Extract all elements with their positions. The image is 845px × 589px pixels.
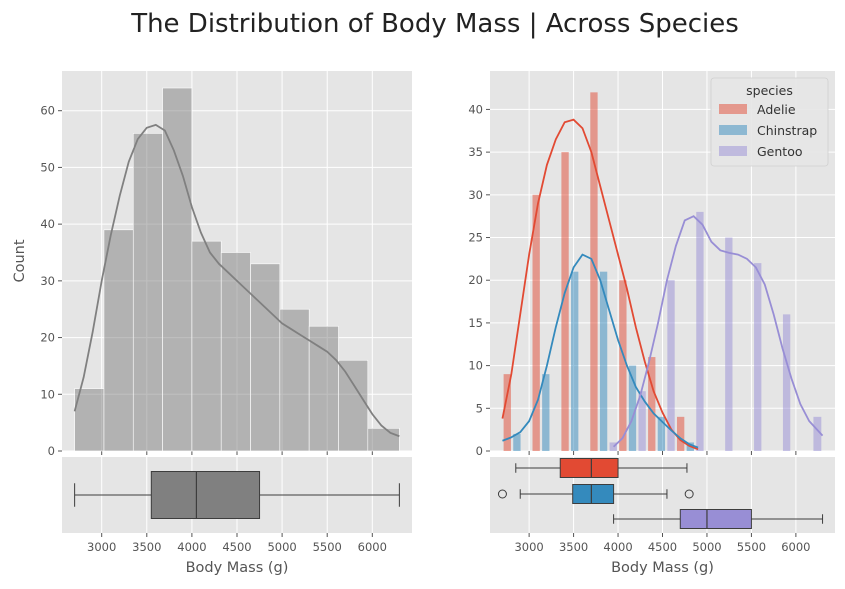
histogram-panel-overall: 0 10 20 30 40 50 60 Count (12, 71, 412, 458)
x-tick-label: 4500 (222, 540, 251, 554)
x-tick-label: 6000 (358, 540, 387, 554)
histogram-bar-adelie (590, 92, 598, 451)
y-tick-label: 50 (40, 160, 55, 174)
histogram-bar (367, 428, 400, 452)
outlier-point (684, 489, 694, 499)
x-axis-label: Body Mass (g) (611, 560, 714, 576)
y-tick-label: 20 (468, 273, 483, 287)
kde-curve-gentoo (612, 215, 824, 448)
x-tick-label: 3000 (87, 540, 116, 554)
legend-label-adelie: Adelie (757, 102, 796, 117)
x-tick-label: 5500 (313, 540, 342, 554)
y-tick-label: 40 (468, 102, 483, 116)
y-tick-label: 15 (468, 316, 483, 330)
histogram-bar-adelie (532, 194, 540, 451)
histogram-bar-gentoo (813, 416, 822, 451)
x-tick-label: 4000 (177, 540, 206, 554)
histogram-bar-adelie (503, 374, 511, 451)
y-tick-label: 35 (468, 145, 483, 159)
histogram-bar-gentoo (638, 391, 646, 451)
legend: species Adelie Chinstrap Gentoo (710, 77, 829, 167)
box-iqr (559, 458, 619, 478)
x-tick-label: 4000 (603, 540, 632, 554)
histogram-bar-gentoo (725, 237, 733, 451)
boxplot-panel-species: 3000 3500 4000 4500 5000 5500 6000 Body Mass (g… (490, 457, 835, 576)
figure-title: The Distribution of Body Mass | Across S… (130, 9, 739, 39)
y-tick-label: 25 (468, 231, 483, 245)
legend-label-chinstrap: Chinstrap (757, 123, 817, 138)
y-tick-label: 30 (40, 274, 55, 288)
y-axis-label: Count (12, 239, 28, 282)
y-tick-label: 20 (40, 331, 55, 345)
histogram-bar-adelie (619, 280, 627, 451)
histogram-bar-chinstrap (628, 365, 637, 451)
histogram-bar (103, 229, 134, 452)
x-tick-label: 3500 (559, 540, 588, 554)
outlier-point (497, 489, 507, 499)
x-tick-label: 6000 (781, 540, 810, 554)
y-tick-label: 30 (468, 188, 483, 202)
x-tick-label: 5000 (692, 540, 721, 554)
boxplot-gentoo (613, 509, 824, 529)
legend-label-gentoo: Gentoo (757, 144, 803, 159)
x-tick-label: 3500 (132, 540, 161, 554)
box-iqr (150, 471, 261, 519)
y-tick-label: 10 (40, 387, 55, 401)
histogram-bar-adelie (676, 416, 685, 451)
legend-swatch-adelie (719, 104, 747, 114)
x-tick-label: 5000 (267, 540, 296, 554)
histogram-bar-gentoo (609, 442, 617, 451)
y-tick-label: 10 (468, 359, 483, 373)
boxplot-chinstrap (497, 484, 694, 504)
x-tick-label: 3000 (514, 540, 543, 554)
legend-swatch-chinstrap (719, 125, 747, 135)
x-axis-label: Body Mass (g) (186, 560, 289, 576)
box-iqr (572, 484, 615, 504)
legend-swatch-gentoo (719, 146, 747, 156)
histogram-bar (74, 388, 105, 452)
kde-curve-adelie (501, 118, 699, 451)
y-tick-label: 0 (48, 444, 55, 458)
kde-curve (73, 123, 400, 438)
legend-box (710, 77, 829, 167)
y-tick-label: 40 (40, 217, 55, 231)
histogram-bar (162, 87, 193, 452)
histogram-bar-chinstrap (571, 271, 579, 451)
histogram-bar-adelie (648, 357, 656, 451)
legend-title: species (746, 83, 793, 98)
histogram-bar (132, 133, 163, 452)
y-tick-label: 5 (476, 401, 483, 415)
kde-curve-chinstrap (502, 253, 699, 449)
histogram-bar-gentoo (754, 263, 762, 451)
y-tick-label: 60 (40, 104, 55, 118)
box-iqr (679, 509, 752, 529)
histogram-bar-gentoo (667, 280, 675, 451)
histogram-bar-gentoo (782, 314, 791, 451)
histogram-bar-chinstrap (599, 271, 608, 451)
boxplot-adelie (515, 458, 688, 478)
boxplot-panel-overall: 3000 3500 4000 4500 5000 5500 6000 Body Mass (g… (62, 457, 412, 576)
histogram-bar (308, 325, 339, 452)
histogram-bar-chinstrap (513, 433, 521, 451)
x-tick-label: 4500 (648, 540, 677, 554)
y-tick-label: 0 (476, 444, 483, 458)
x-tick-label: 5500 (737, 540, 766, 554)
histogram-bar-chinstrap (657, 416, 666, 451)
histogram-bar (220, 252, 251, 452)
histogram-bar-chinstrap (542, 374, 550, 451)
histogram-bar-gentoo (696, 211, 704, 451)
histogram-panel-species: 0 5 10 15 20 25 30 35 40 species Adelie Chinstrap Ge… (468, 71, 835, 458)
histogram-bar (191, 240, 222, 452)
histogram-bar (250, 263, 281, 452)
histogram-bar (338, 359, 369, 452)
boxplot-overall (74, 471, 400, 519)
histogram-bar-adelie (561, 152, 569, 451)
